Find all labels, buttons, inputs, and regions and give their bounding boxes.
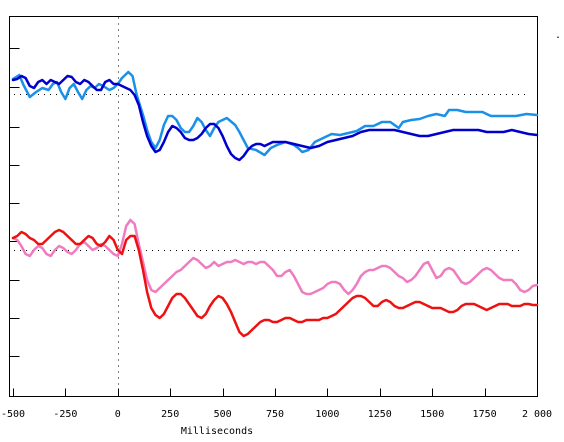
x-ticks	[13, 388, 538, 397]
x-tick-label: 1000	[315, 409, 339, 420]
reference-lines	[14, 17, 525, 397]
series-line-group-1-1	[11, 70, 539, 157]
x-tick-label: 1250	[368, 409, 392, 420]
series-line-group-1-2	[11, 74, 539, 162]
x-tick-label: 250	[161, 409, 179, 420]
x-tick-label: -500	[1, 409, 25, 420]
x-tick-label: -250	[53, 409, 77, 420]
x-tick-label: 2 000	[522, 409, 552, 420]
corner-mark: .	[555, 30, 561, 41]
x-tick-label: 0	[115, 409, 121, 420]
y-ticks	[9, 48, 20, 357]
x-tick-label: 1750	[473, 409, 497, 420]
series-line-group-2-1	[11, 218, 539, 296]
series-layer	[11, 70, 539, 338]
plot-frame	[9, 16, 538, 397]
x-tick-labels: -500 -250 0 250 500 750 1000 1250 1500 1750 2 000	[1, 409, 552, 420]
x-tick-label: 750	[266, 409, 284, 420]
x-tick-label: 500	[214, 409, 232, 420]
x-axis-title: Milliseconds	[181, 426, 253, 437]
x-tick-label: 1500	[420, 409, 444, 420]
series-line-group-2-2	[11, 228, 539, 338]
